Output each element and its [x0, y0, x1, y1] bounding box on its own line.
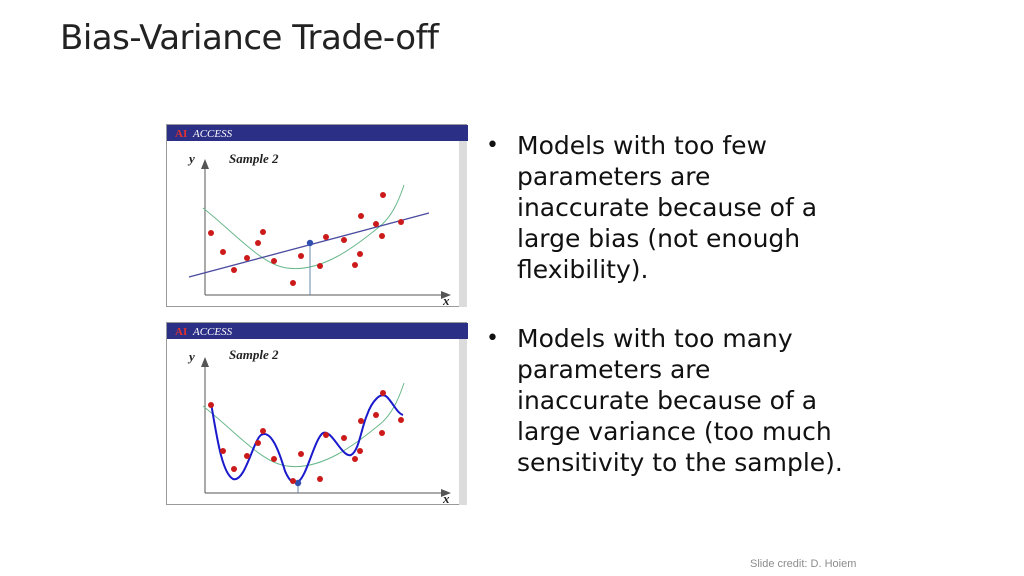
- data-point: [220, 249, 226, 255]
- figure-scrollbar: [459, 141, 467, 307]
- bullet-item-variance: • Models with too many parameters are in…: [484, 323, 844, 478]
- figure-banner: [167, 125, 468, 141]
- data-point: [298, 451, 304, 457]
- data-point: [352, 262, 358, 268]
- data-point: [357, 448, 363, 454]
- true-curve: [202, 382, 405, 468]
- banner-text: ACCESS: [192, 326, 233, 338]
- sample-points: [208, 390, 404, 484]
- data-point: [357, 251, 363, 257]
- data-point: [260, 428, 266, 434]
- figure-high-variance: AI ACCESS y x Sample 2: [166, 322, 468, 506]
- sample-label: Sample 2: [229, 151, 279, 166]
- data-point: [323, 432, 329, 438]
- data-point: [255, 240, 261, 246]
- data-point: [208, 402, 214, 408]
- data-point: [379, 233, 385, 239]
- data-point: [380, 192, 386, 198]
- data-point: [271, 258, 277, 264]
- data-point: [290, 280, 296, 286]
- data-point: [255, 440, 261, 446]
- highlighted-point: [294, 479, 302, 487]
- data-point: [260, 229, 266, 235]
- figure-scrollbar: [459, 339, 467, 505]
- slide-title: Bias-Variance Trade-off: [60, 18, 439, 58]
- highlighted-point: [306, 239, 314, 247]
- data-point: [317, 476, 323, 482]
- bullet-dot-icon: •: [486, 326, 499, 351]
- bullet-dot-icon: •: [486, 133, 499, 158]
- data-point: [208, 230, 214, 236]
- sample-points: [208, 192, 404, 286]
- figure-banner: [167, 323, 468, 339]
- data-point: [244, 453, 250, 459]
- y-axis-arrow-icon: [201, 159, 209, 169]
- slide-credit: Slide credit: D. Hoiem: [750, 558, 857, 570]
- x-axis-label: x: [442, 491, 450, 506]
- data-point: [220, 448, 226, 454]
- banner-text: ACCESS: [192, 128, 233, 140]
- polynomial-fit-curve: [210, 394, 404, 484]
- data-point: [244, 255, 250, 261]
- data-point: [358, 213, 364, 219]
- x-axis-arrow-icon: [441, 291, 451, 299]
- data-point: [298, 253, 304, 259]
- x-axis-arrow-icon: [441, 489, 451, 497]
- y-axis-arrow-icon: [201, 357, 209, 367]
- data-point: [398, 219, 404, 225]
- data-point: [317, 263, 323, 269]
- bullet-list: • Models with too few parameters are ina…: [484, 130, 844, 478]
- data-point: [398, 417, 404, 423]
- data-point: [341, 435, 347, 441]
- x-axis-label: x: [442, 293, 450, 308]
- figure-high-bias: AI ACCESS y x Sample 2: [166, 124, 468, 308]
- y-axis-label: y: [187, 151, 195, 166]
- bullet-text: Models with too few parameters are inacc…: [517, 131, 818, 284]
- bullet-text: Models with too many parameters are inac…: [517, 324, 843, 477]
- sample-label: Sample 2: [229, 347, 279, 362]
- data-point: [358, 418, 364, 424]
- data-point: [323, 234, 329, 240]
- data-point: [231, 466, 237, 472]
- bullet-item-bias: • Models with too few parameters are ina…: [484, 130, 844, 285]
- figure-high-variance-plot: AI ACCESS y x Sample 2: [167, 323, 468, 506]
- data-point: [380, 390, 386, 396]
- data-point: [379, 430, 385, 436]
- data-point: [373, 221, 379, 227]
- data-point: [271, 456, 277, 462]
- figure-high-bias-plot: AI ACCESS y x Sample 2: [167, 125, 468, 308]
- data-point: [352, 456, 358, 462]
- data-point: [373, 412, 379, 418]
- data-point: [290, 478, 296, 484]
- data-point: [341, 237, 347, 243]
- y-axis-label: y: [187, 349, 195, 364]
- banner-logo: AI: [175, 128, 187, 140]
- banner-logo: AI: [175, 326, 187, 338]
- true-curve: [202, 184, 405, 270]
- data-point: [231, 267, 237, 273]
